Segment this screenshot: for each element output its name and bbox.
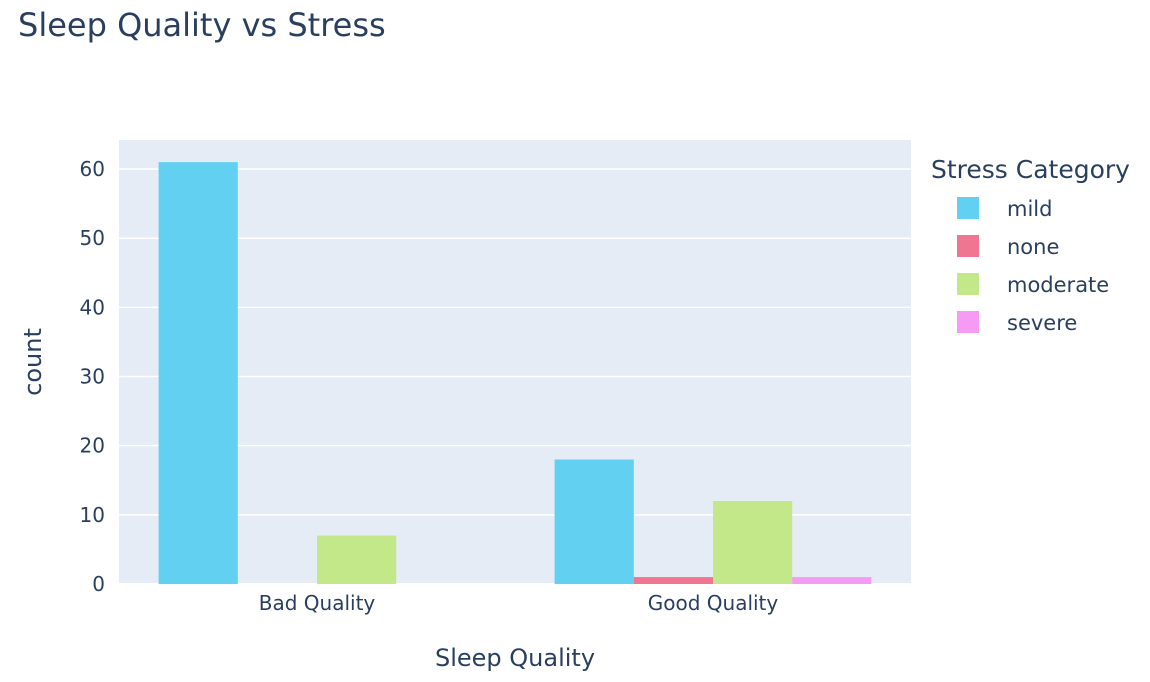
legend-swatch-none[interactable] <box>957 235 979 257</box>
gridlines <box>119 168 911 585</box>
bar-none-1 <box>633 577 713 584</box>
legend: Stress Category mild none moderate severe <box>931 155 1130 335</box>
y-tick-label: 30 <box>80 365 105 389</box>
x-tick-labels: Bad Quality Good Quality <box>259 591 779 615</box>
legend-swatch-severe[interactable] <box>957 311 979 333</box>
bar-mild-0 <box>158 162 238 584</box>
legend-label-moderate[interactable]: moderate <box>1007 273 1109 297</box>
y-axis-title: count <box>19 328 47 396</box>
bars <box>158 162 872 584</box>
y-tick-label: 40 <box>80 295 105 319</box>
x-tick-label: Bad Quality <box>259 591 376 615</box>
chart-title: Sleep Quality vs Stress <box>18 6 386 44</box>
legend-swatch-moderate[interactable] <box>957 273 979 295</box>
y-tick-label: 20 <box>80 434 105 458</box>
x-axis-title: Sleep Quality <box>435 644 595 672</box>
y-tick-label: 50 <box>80 226 105 250</box>
x-tick-label: Good Quality <box>648 591 779 615</box>
y-tick-labels: 0 10 20 30 40 50 60 <box>80 157 105 596</box>
legend-title: Stress Category <box>931 155 1130 184</box>
legend-label-none[interactable]: none <box>1007 235 1059 259</box>
y-tick-label: 10 <box>80 503 105 527</box>
legend-label-mild[interactable]: mild <box>1007 197 1052 221</box>
y-tick-label: 0 <box>92 572 105 596</box>
legend-swatch-mild[interactable] <box>957 197 979 219</box>
legend-label-severe[interactable]: severe <box>1007 311 1077 335</box>
y-tick-label: 60 <box>80 157 105 181</box>
bar-mild-1 <box>554 459 634 584</box>
bar-severe-1 <box>792 577 872 584</box>
bar-moderate-1 <box>713 501 793 584</box>
bar-moderate-0 <box>317 535 397 584</box>
